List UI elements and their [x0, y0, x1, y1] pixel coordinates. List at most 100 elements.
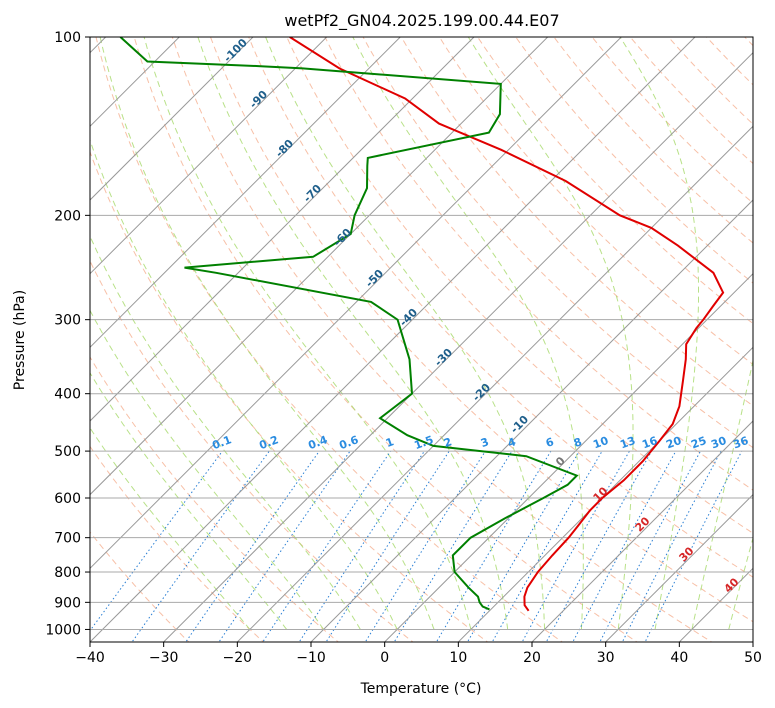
isotherm	[531, 420, 753, 642]
mixing-ratio-line	[644, 450, 743, 642]
dry-adiabat	[248, 37, 753, 578]
dry-adiabat	[629, 37, 753, 165]
dry-adiabat	[438, 37, 753, 366]
dry-adiabat	[362, 37, 753, 449]
dry-adiabat-label: -50	[363, 267, 386, 290]
dry-adiabat-label: -30	[432, 346, 455, 369]
dry-adiabat	[133, 37, 638, 642]
dry-adiabat	[90, 259, 414, 642]
mixing-ratio-label: 16	[640, 434, 659, 452]
mixing-ratio-line	[262, 450, 392, 642]
x-tick-label: 20	[523, 650, 541, 666]
dry-adiabat	[667, 37, 753, 125]
mixing-ratio-line	[621, 450, 722, 642]
dry-adiabat	[515, 37, 753, 284]
dry-adiabat-label: -20	[470, 381, 493, 404]
x-tick-label: −40	[75, 650, 105, 666]
moist-adiabat	[90, 427, 251, 630]
dry-adiabat	[90, 150, 489, 642]
x-tick-label: −30	[149, 650, 179, 666]
moist-adiabat	[467, 37, 634, 630]
isotherm	[236, 125, 753, 642]
moist-adiabat	[90, 309, 324, 630]
moist-adiabat	[265, 37, 546, 630]
moist-adiabat	[197, 37, 509, 630]
mixing-ratio-line	[325, 450, 450, 642]
isotherm	[90, 37, 181, 128]
x-tick-label: 40	[670, 650, 688, 666]
profiles	[119, 37, 725, 612]
mixing-ratio-label: 4	[506, 435, 518, 450]
isotherm	[162, 51, 753, 642]
dry-adiabat	[90, 531, 190, 642]
x-axis: −40 −30 −20 −10 0 10 20 30 40 50	[75, 642, 762, 666]
dry-adiabat	[770, 24, 775, 645]
dry-adiabat-label: -70	[301, 182, 324, 205]
moist-adiabat-label: 30	[677, 544, 697, 564]
mixing-ratio-label: 2	[442, 435, 454, 450]
temperature-line	[289, 37, 725, 612]
moist-adiabat	[99, 37, 435, 630]
dry-adiabat-label: -10	[508, 413, 531, 436]
y-tick-label: 300	[54, 313, 81, 329]
mixing-ratio-line	[466, 450, 580, 642]
y-tick-label: 800	[54, 565, 81, 581]
y-tick-label: 400	[54, 387, 81, 403]
x-tick-label: −10	[296, 650, 326, 666]
mixing-ratio-line	[298, 450, 425, 642]
mixing-ratio-label: 36	[731, 434, 750, 452]
moist-adiabat	[143, 37, 472, 630]
mixing-ratio-line	[90, 450, 223, 632]
x-tick-label: 50	[744, 650, 762, 666]
isotherm	[90, 37, 623, 570]
mixing-ratio-label: 6	[544, 435, 556, 450]
y-tick-label: 1000	[45, 622, 81, 638]
isotherm	[604, 493, 753, 642]
mixing-ratio-label: 3	[479, 435, 491, 450]
plot-frame	[89, 36, 754, 643]
y-axis-label: Pressure (hPa)	[12, 290, 28, 390]
moist-adiabat	[90, 138, 398, 630]
chart-title: wetPf2_GN04.2025.199.00.44.E07	[284, 11, 559, 31]
mixing-ratio-line	[131, 450, 270, 642]
y-tick-label: 900	[54, 595, 81, 611]
moist-adiabat	[728, 536, 753, 630]
dry-adiabat-label: -90	[247, 88, 270, 111]
dry-adiabat	[591, 37, 753, 204]
mixing-ratio-line	[572, 450, 677, 642]
mixing-ratio-label: 1.5	[412, 433, 435, 452]
background-lines	[90, 24, 775, 645]
dry-adiabat	[90, 356, 340, 642]
y-tick-label: 500	[54, 444, 81, 460]
y-tick-label: 700	[54, 531, 81, 547]
x-tick-label: 10	[449, 650, 467, 666]
dry-adiabat	[705, 37, 753, 86]
y-tick-label: 600	[54, 491, 81, 507]
dry-adiabat-label: -40	[397, 306, 420, 329]
mixing-ratio-label: 20	[664, 434, 683, 452]
isotherm	[310, 199, 753, 642]
dry-adiabat-label: -80	[273, 137, 296, 160]
dry-adiabat	[744, 37, 753, 47]
mixing-ratio-line	[185, 450, 320, 642]
mixing-ratio-label: 0.6	[337, 433, 360, 452]
isotherm	[752, 641, 753, 642]
y-axis: 100 200 300 400 500 600 700 800 900 1000	[45, 30, 90, 638]
dry-adiabat-label: -100	[221, 36, 250, 65]
y-tick-label: 200	[54, 208, 81, 224]
moist-adiabat-label: 40	[722, 575, 742, 595]
moist-adiabat-label: 20	[633, 514, 653, 534]
moist-adiabat	[619, 37, 699, 630]
grid-lines	[90, 37, 753, 642]
mixing-ratio-line	[599, 450, 701, 642]
mixing-ratio-line	[435, 450, 552, 642]
dry-adiabat	[90, 445, 265, 642]
mixing-ratio-label: 0.2	[257, 433, 280, 452]
isotherm	[90, 37, 696, 642]
isotherm	[90, 37, 328, 275]
mixing-ratio-label: 10	[591, 434, 610, 452]
moist-adiabat	[90, 235, 361, 630]
mixing-ratio-label: 0.1	[210, 433, 233, 452]
x-axis-label: Temperature (°C)	[360, 681, 482, 697]
